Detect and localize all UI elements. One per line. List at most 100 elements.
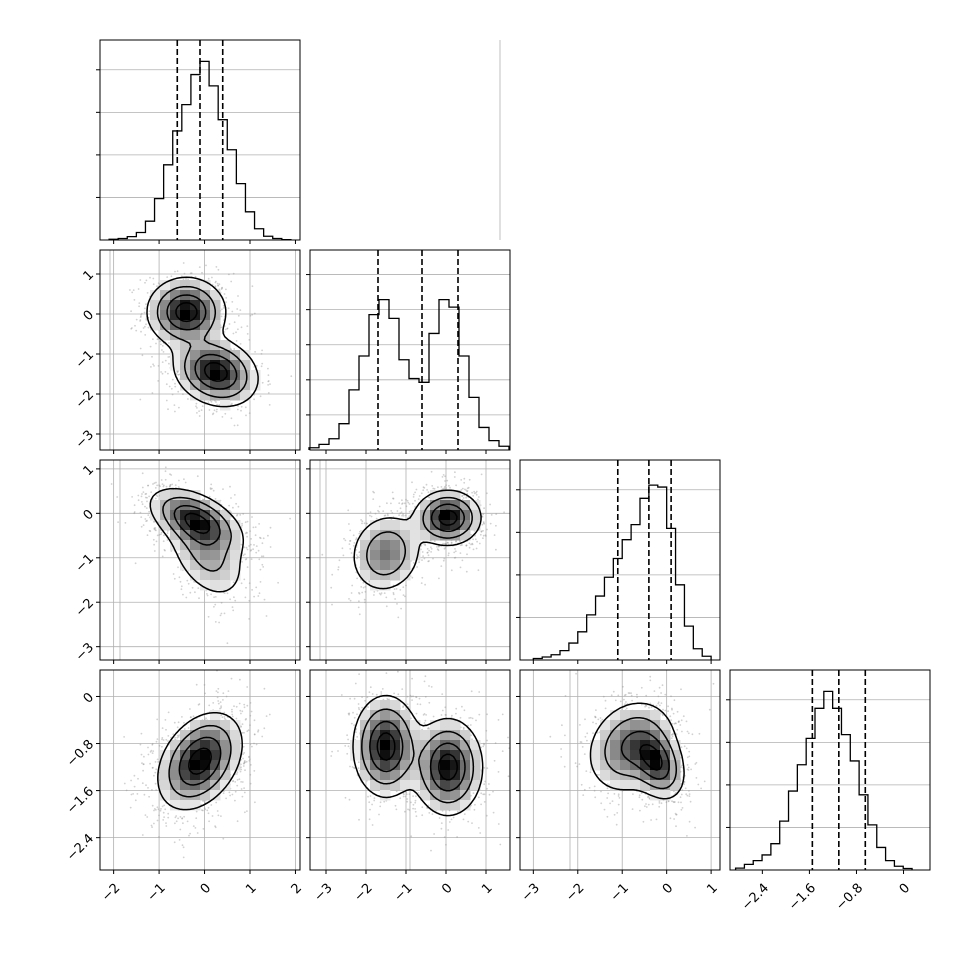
scatter-point — [154, 487, 157, 489]
scatter-point — [269, 383, 271, 385]
scatter-point — [207, 401, 210, 403]
density-cell — [470, 520, 481, 531]
scatter-point — [169, 483, 172, 486]
scatter-point — [140, 313, 143, 316]
scatter-point — [348, 543, 351, 545]
scatter-point — [243, 546, 246, 549]
scatter-point — [404, 514, 407, 517]
scatter-point — [164, 478, 167, 481]
scatter-point — [414, 491, 416, 494]
density-cell — [180, 320, 191, 331]
density-cell — [460, 530, 471, 541]
scatter-point — [216, 282, 219, 285]
scatter-point — [151, 392, 154, 394]
scatter-point — [153, 482, 156, 484]
scatter-point — [455, 540, 457, 542]
scatter-point — [194, 275, 197, 278]
scatter-point — [145, 279, 148, 282]
density-cell — [390, 570, 401, 581]
scatter-point — [196, 475, 199, 478]
scatter-point — [169, 484, 172, 487]
scatter-point — [153, 809, 155, 812]
scatter-point — [182, 278, 185, 281]
scatter-point — [226, 642, 229, 645]
scatter-point — [198, 415, 201, 417]
scatter-point — [240, 543, 243, 546]
scatter-point — [447, 554, 450, 557]
scatter-point — [267, 374, 270, 377]
density-cell — [470, 510, 481, 521]
scatter-point — [473, 492, 476, 495]
density-cell — [400, 570, 411, 581]
scatter-point — [466, 490, 468, 493]
density-cell — [230, 520, 241, 531]
scatter-point — [249, 714, 252, 717]
scatter-point — [444, 480, 446, 482]
density-cell — [170, 500, 181, 511]
scatter-point — [149, 530, 152, 533]
scatter-point — [196, 412, 198, 414]
scatter-point — [170, 474, 173, 476]
scatter-point — [209, 488, 212, 490]
scatter-point — [254, 801, 256, 804]
scatter-point — [158, 533, 161, 536]
scatter-point — [221, 416, 224, 418]
scatter-point — [261, 563, 264, 566]
scatter-point — [164, 549, 166, 552]
scatter-point — [356, 555, 359, 558]
scatter-point — [446, 479, 449, 482]
scatter-point — [338, 559, 341, 562]
density-cell — [200, 560, 211, 571]
scatter-point — [221, 716, 224, 719]
scatter-point — [368, 580, 371, 583]
scatter-point — [233, 494, 236, 496]
scatter-point — [394, 598, 396, 600]
scatter-point — [190, 272, 193, 274]
scatter-point — [130, 779, 133, 782]
scatter-point — [177, 390, 180, 393]
scatter-point — [231, 713, 234, 716]
scatter-point — [265, 615, 268, 617]
scatter-point — [243, 760, 246, 762]
scatter-point — [428, 560, 430, 562]
density-cell — [180, 310, 191, 321]
scatter-point — [168, 485, 171, 488]
density-cell — [210, 510, 221, 521]
scatter-point — [182, 393, 184, 396]
scatter-point — [230, 417, 233, 420]
axes-frame — [309, 459, 511, 661]
scatter-point — [360, 586, 363, 588]
scatter-point — [253, 544, 255, 546]
scatter-point — [252, 548, 255, 551]
scatter-point — [364, 585, 367, 588]
scatter-point — [395, 588, 398, 590]
scatter-point — [471, 543, 474, 546]
scatter-point — [455, 484, 457, 487]
scatter-point — [139, 320, 142, 322]
density-cell — [370, 560, 381, 571]
scatter-point — [173, 721, 176, 724]
scatter-point — [386, 502, 388, 505]
density-p0-p3: −2 −1 0 1 2−2.4−1.6−0.80 — [64, 669, 305, 905]
scatter-point — [240, 326, 243, 329]
scatter-point — [253, 312, 256, 315]
scatter-point — [369, 511, 372, 514]
scatter-point — [171, 393, 174, 396]
scatter-point — [250, 549, 253, 551]
scatter-point — [249, 530, 252, 532]
scatter-point — [241, 561, 243, 563]
density-cell — [220, 560, 231, 571]
scatter-point — [167, 356, 170, 358]
scatter-point — [183, 272, 186, 275]
scatter-point — [262, 555, 265, 558]
scatter-point — [227, 307, 230, 310]
density-cell — [190, 500, 201, 511]
scatter-point — [242, 765, 245, 767]
scatter-point — [474, 538, 477, 541]
scatter-point — [261, 381, 264, 384]
scatter-point — [189, 832, 192, 835]
scatter-point — [402, 513, 404, 515]
scatter-point — [220, 288, 223, 290]
density-cell — [400, 560, 411, 571]
scatter-point — [257, 549, 260, 552]
